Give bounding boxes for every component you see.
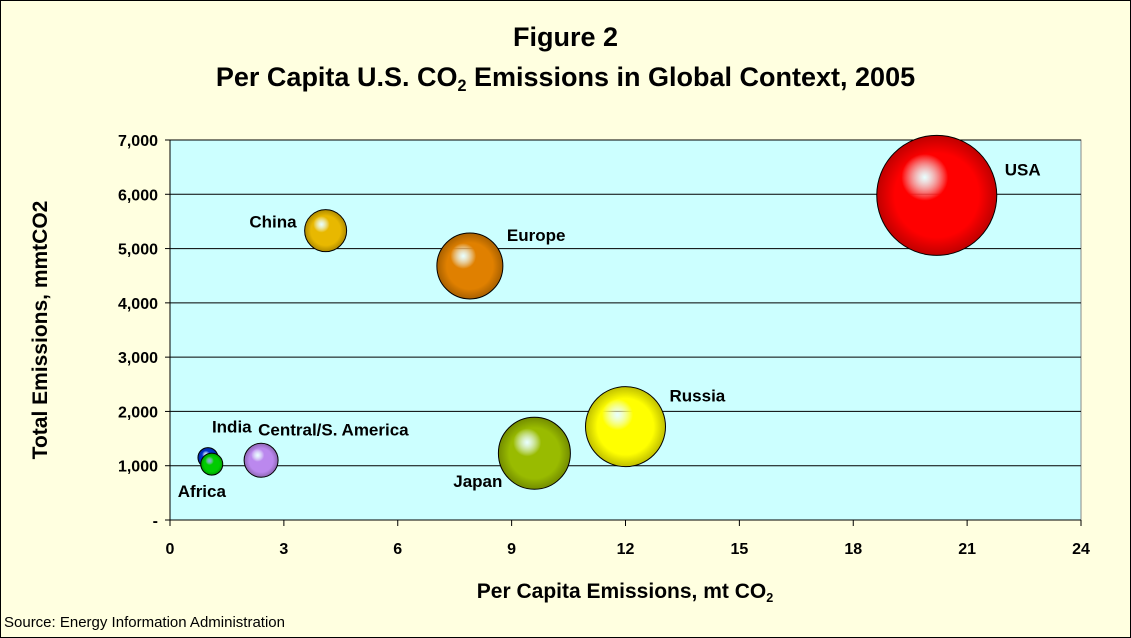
- axes: - 1,000 2,000 3,000 4,000 5,000 6,000 7,000 0 3 6 9…: [118, 133, 1090, 558]
- bubble-shade-europe: [436, 232, 503, 299]
- label-india: India: [212, 418, 252, 437]
- x-tick-label-2: 6: [393, 541, 402, 558]
- y-tick-label-1: 1,000: [118, 459, 158, 476]
- label-russia: Russia: [670, 387, 726, 406]
- point-labels: USA China Europe Russia Japan Central/S. Amer…: [178, 160, 1041, 501]
- bubble-shade-china: [304, 209, 347, 252]
- x-axis-label-sub: 2: [766, 590, 774, 605]
- y-tick-label-7: 7,000: [118, 133, 158, 150]
- bubble-shade-usa: [876, 135, 997, 256]
- figure-label: Figure 2: [512, 22, 619, 52]
- y-tick-label-2: 2,000: [118, 404, 158, 421]
- x-tick-label-5: 15: [730, 541, 748, 558]
- chart-title-post: Emissions in Global Context, 2005: [466, 62, 916, 92]
- bubble-shade-russia: [585, 386, 666, 467]
- x-tick-label-7: 21: [958, 541, 976, 558]
- x-tick-label-8: 24: [1072, 541, 1090, 558]
- label-usa: USA: [1005, 160, 1041, 179]
- x-axis-label-pre: Per Capita Emissions, mt CO: [476, 580, 767, 603]
- label-central-s-america: Central/S. America: [258, 420, 409, 439]
- x-tick-label-0: 0: [166, 541, 175, 558]
- y-tick-label-4: 4,000: [118, 296, 158, 313]
- label-japan: Japan: [453, 472, 502, 491]
- bubble-shade-africa: [200, 453, 223, 476]
- x-tick-label-6: 18: [844, 541, 862, 558]
- label-europe: Europe: [507, 226, 566, 245]
- y-axis-label: Total Emissions, mmtCO2: [29, 201, 52, 460]
- chart-title: Per Capita U.S. CO2 Emissions in Global …: [0, 62, 1131, 95]
- label-africa: Africa: [178, 482, 227, 501]
- x-tick-label-1: 3: [279, 541, 288, 558]
- chart-title-sub: 2: [457, 76, 467, 95]
- source-note: Source: Energy Information Administratio…: [4, 614, 285, 631]
- chart-title-pre: Per Capita U.S. CO: [215, 62, 458, 92]
- x-axis-label: Per Capita Emissions, mt CO2: [170, 580, 1080, 605]
- x-tick-label-4: 12: [617, 541, 635, 558]
- y-tick-label-5: 5,000: [118, 242, 158, 259]
- y-tick-label-3: 3,000: [118, 350, 158, 367]
- x-tick-label-3: 9: [507, 541, 516, 558]
- bubble-shade-central-s-america: [244, 443, 279, 478]
- bubble-shade-japan: [498, 417, 571, 490]
- y-tick-label-6: 6,000: [118, 187, 158, 204]
- y-tick-label-0: -: [153, 513, 158, 530]
- bubbles: [197, 134, 998, 490]
- label-china: China: [249, 213, 297, 232]
